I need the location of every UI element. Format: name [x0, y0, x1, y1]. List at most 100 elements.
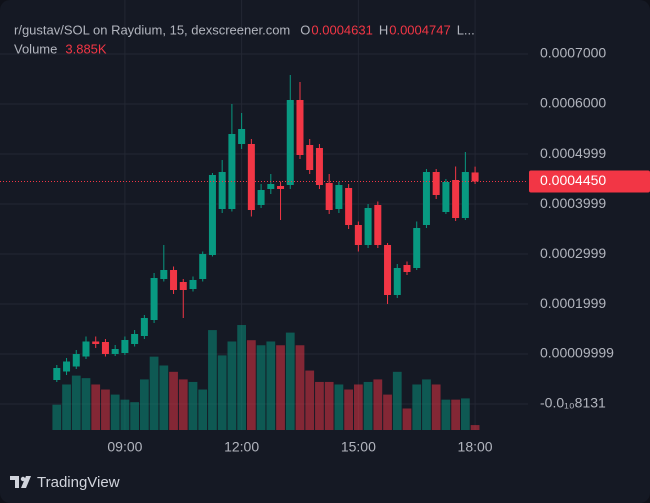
volume-bar — [412, 384, 422, 430]
volume-bar — [392, 371, 402, 430]
volume-bar — [159, 365, 169, 430]
axes: -0.0₁₀8131 0.00009999 0.0001999 0.0002999 0.… — [0, 45, 650, 455]
volume-value: 3.885K — [65, 41, 107, 56]
volume-pane — [52, 325, 480, 430]
volume-bar — [198, 389, 208, 430]
volume-bar — [91, 384, 101, 430]
volume-bar — [431, 384, 441, 430]
volume-bar — [169, 371, 178, 430]
candle-body — [296, 100, 304, 155]
volume-bar — [217, 355, 227, 430]
legend-high-letter: H — [379, 22, 388, 37]
candle-body — [442, 182, 450, 212]
candle-body — [101, 342, 109, 354]
chart-title: r/gustav/SOL on Raydium, 15, dexscreener… — [14, 22, 290, 37]
tradingview-logo — [10, 476, 31, 488]
y-tick-label: 0.0003999 — [540, 195, 606, 211]
x-tick-label: 12:00 — [224, 439, 259, 455]
volume-bar — [227, 341, 237, 430]
x-tick-label: 09:00 — [107, 439, 142, 455]
volume-bar — [62, 384, 71, 430]
candle-body — [364, 208, 372, 245]
volume-bar — [120, 399, 130, 430]
candle-body — [413, 228, 421, 268]
candle-body — [63, 361, 71, 372]
x-tick-label: 15:00 — [341, 439, 376, 455]
last-price-label: 0.0004450 — [540, 172, 606, 188]
volume-bar — [237, 325, 247, 430]
candle-body — [170, 270, 178, 290]
candle-body — [228, 134, 236, 209]
candle-body — [384, 245, 392, 295]
candle-body — [403, 265, 411, 272]
volume-bar — [246, 340, 256, 430]
candle-body — [208, 175, 216, 255]
candle-body — [452, 180, 460, 218]
volume-bar — [353, 384, 363, 430]
candle-body — [72, 354, 80, 367]
candle-body — [82, 341, 90, 357]
legend-open-letter: O — [300, 22, 310, 37]
volume-bar — [276, 345, 285, 430]
volume-bar — [130, 402, 140, 430]
volume-bar — [71, 375, 81, 430]
candle-body — [218, 172, 226, 209]
candle-body — [238, 129, 246, 144]
candle-body — [354, 225, 362, 245]
candle-body — [257, 190, 265, 205]
footer-brand: TradingView — [37, 474, 120, 491]
candle-body — [315, 148, 323, 185]
volume-title: Volume — [14, 41, 57, 56]
last-price-box — [529, 170, 650, 193]
volume-bar — [441, 399, 451, 430]
volume-bar — [101, 389, 110, 430]
y-tick-label: 0.0004999 — [540, 145, 606, 161]
volume-bar — [149, 356, 159, 430]
volume-bar — [422, 379, 431, 430]
volume-bar — [315, 381, 324, 430]
candle-body — [160, 270, 168, 279]
candle-body — [121, 340, 129, 353]
y-tick-label: 0.0002999 — [540, 245, 606, 261]
candle-body — [199, 254, 207, 279]
volume-bar — [266, 341, 276, 430]
volume-bar — [344, 389, 354, 430]
y-tick-label: 0.0007000 — [540, 45, 606, 61]
y-tick-label: 0.0006000 — [540, 95, 606, 111]
candle-body — [306, 145, 314, 170]
legend-high-value: 0.0004747 — [389, 22, 450, 37]
volume-bar — [451, 399, 461, 430]
candle-body — [53, 368, 61, 380]
candle-body — [422, 172, 430, 225]
candles — [53, 75, 479, 382]
volume-bar — [470, 425, 480, 430]
candle-body — [286, 100, 294, 185]
candle-body — [189, 280, 197, 289]
volume-bar — [178, 379, 188, 430]
volume-bar — [305, 370, 315, 430]
candle-body — [92, 341, 100, 344]
volume-bar — [295, 345, 305, 430]
volume-bar — [324, 381, 334, 430]
volume-bar — [373, 379, 383, 430]
candle-body — [432, 172, 440, 195]
candle-body — [345, 188, 353, 225]
candle-body — [267, 184, 275, 189]
volume-bar — [110, 394, 120, 430]
volume-bar — [285, 332, 295, 430]
candle-body — [461, 172, 469, 218]
candle-body — [471, 172, 479, 182]
y-tick-label: 0.0001999 — [540, 295, 606, 311]
volume-bar — [256, 345, 266, 430]
x-tick-label: 18:00 — [458, 439, 493, 455]
candle-body — [179, 282, 187, 290]
candle-body — [131, 334, 139, 344]
volume-bar — [334, 384, 344, 430]
volume-bar — [81, 378, 91, 430]
candle-body — [335, 185, 343, 209]
volume-bar — [52, 404, 62, 430]
candle-body — [393, 268, 401, 295]
candle-body — [247, 144, 255, 210]
candle-body — [150, 278, 158, 320]
